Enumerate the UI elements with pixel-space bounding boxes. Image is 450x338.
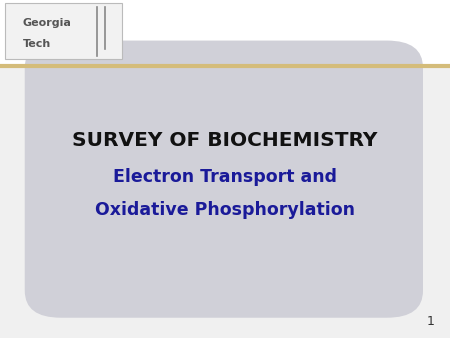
FancyBboxPatch shape [4,3,122,59]
FancyBboxPatch shape [25,41,423,318]
Bar [0,0,450,66]
Text: Electron Transport and: Electron Transport and [113,168,337,187]
Text: SURVEY OF BIOCHEMISTRY: SURVEY OF BIOCHEMISTRY [72,131,378,150]
Text: 1: 1 [427,315,434,328]
Text: Oxidative Phosphorylation: Oxidative Phosphorylation [95,200,355,219]
Text: Tech: Tech [22,39,51,49]
Text: Georgia: Georgia [22,18,72,28]
